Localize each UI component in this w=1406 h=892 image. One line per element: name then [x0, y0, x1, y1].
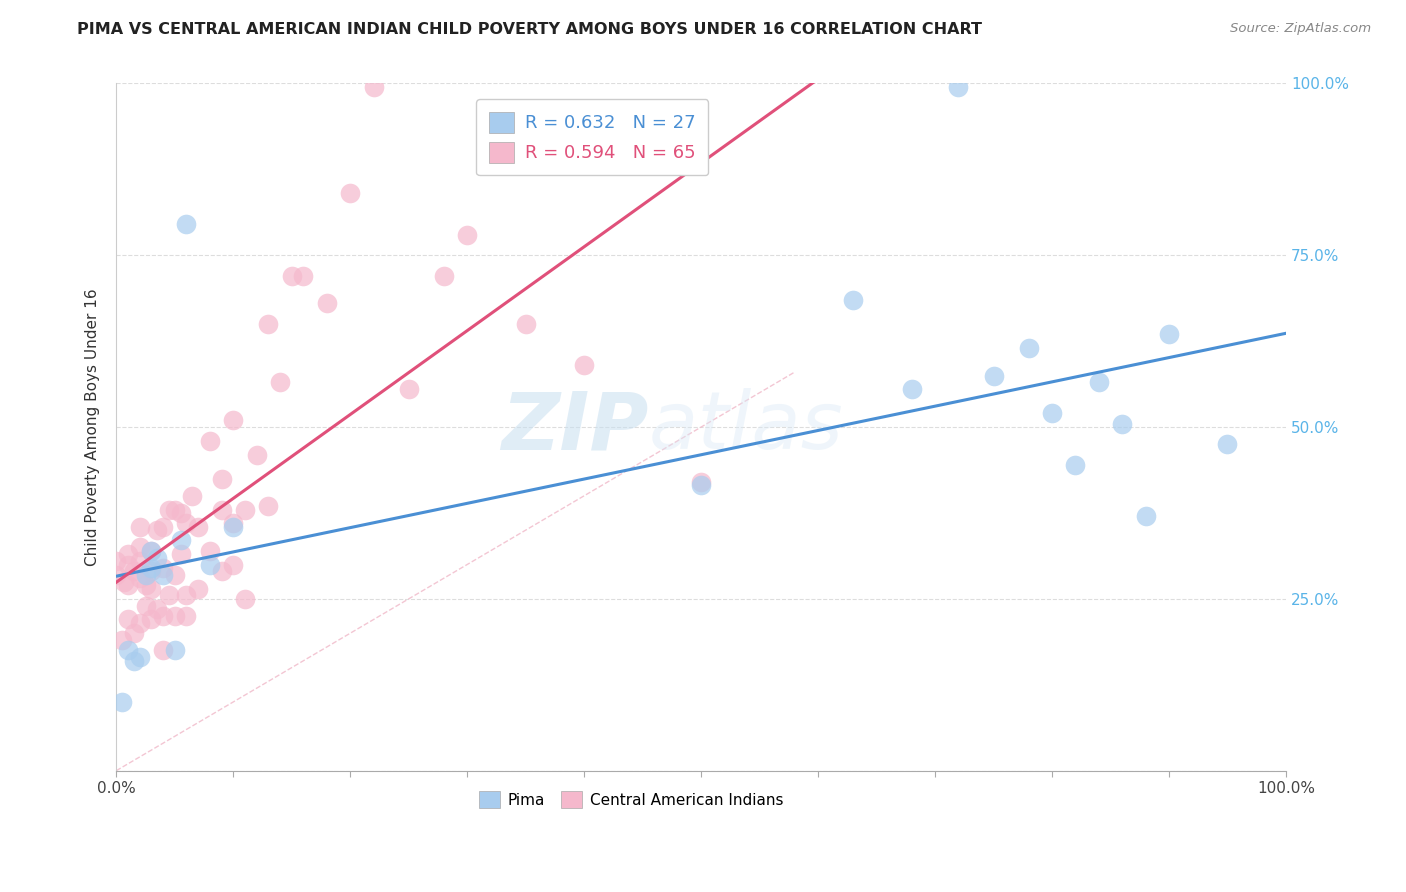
Point: [146, 550, 169, 565]
Point: [117, 547, 139, 561]
Point: [257, 317, 280, 331]
Point: [152, 643, 174, 657]
Point: [181, 489, 204, 503]
Point: [176, 609, 198, 624]
Point: [233, 502, 256, 516]
Point: [169, 533, 191, 548]
Point: [211, 502, 233, 516]
Point: [117, 578, 139, 592]
Point: [1157, 327, 1180, 342]
Point: [111, 633, 134, 648]
Point: [292, 268, 315, 283]
Point: [222, 558, 245, 572]
Legend: Pima, Central American Indians: Pima, Central American Indians: [472, 785, 789, 814]
Point: [157, 589, 180, 603]
Point: [169, 506, 191, 520]
Point: [433, 268, 456, 283]
Point: [117, 558, 139, 572]
Point: [198, 558, 221, 572]
Point: [105, 567, 128, 582]
Point: [233, 591, 256, 606]
Point: [222, 516, 245, 531]
Point: [187, 582, 209, 596]
Point: [198, 434, 221, 448]
Point: [141, 582, 163, 596]
Point: [690, 478, 713, 492]
Point: [169, 547, 191, 561]
Text: ZIP: ZIP: [501, 388, 648, 466]
Point: [134, 599, 156, 613]
Point: [398, 382, 420, 396]
Point: [134, 567, 156, 582]
Point: [363, 79, 385, 94]
Point: [1111, 417, 1133, 431]
Point: [146, 602, 169, 616]
Point: [128, 650, 150, 665]
Point: [257, 499, 280, 513]
Point: [339, 186, 361, 201]
Point: [1040, 406, 1063, 420]
Point: [141, 561, 163, 575]
Point: [152, 561, 174, 575]
Point: [128, 554, 150, 568]
Point: [163, 609, 186, 624]
Point: [456, 227, 478, 242]
Point: [842, 293, 865, 307]
Point: [152, 567, 174, 582]
Point: [176, 516, 198, 531]
Point: [900, 382, 922, 396]
Point: [269, 376, 291, 390]
Point: [117, 643, 139, 657]
Point: [105, 554, 128, 568]
Point: [983, 368, 1005, 383]
Point: [128, 541, 150, 555]
Point: [280, 268, 302, 283]
Point: [122, 626, 145, 640]
Point: [122, 565, 145, 579]
Point: [948, 79, 970, 94]
Point: [146, 523, 169, 537]
Point: [128, 615, 150, 630]
Point: [141, 612, 163, 626]
Point: [114, 574, 136, 589]
Point: [163, 502, 186, 516]
Point: [1088, 376, 1111, 390]
Point: [163, 643, 186, 657]
Point: [690, 475, 713, 489]
Point: [117, 612, 139, 626]
Point: [1135, 509, 1157, 524]
Point: [152, 609, 174, 624]
Text: atlas: atlas: [648, 388, 844, 466]
Point: [134, 578, 156, 592]
Point: [246, 448, 269, 462]
Point: [176, 589, 198, 603]
Point: [1064, 458, 1087, 472]
Point: [122, 654, 145, 668]
Point: [141, 565, 163, 579]
Y-axis label: Child Poverty Among Boys Under 16: Child Poverty Among Boys Under 16: [86, 288, 100, 566]
Point: [163, 567, 186, 582]
Point: [211, 472, 233, 486]
Point: [1018, 341, 1040, 355]
Text: Source: ZipAtlas.com: Source: ZipAtlas.com: [1230, 22, 1371, 36]
Point: [152, 519, 174, 533]
Point: [1216, 437, 1239, 451]
Point: [572, 358, 595, 372]
Point: [141, 543, 163, 558]
Point: [222, 413, 245, 427]
Point: [157, 502, 180, 516]
Point: [515, 317, 537, 331]
Point: [198, 543, 221, 558]
Point: [128, 571, 150, 585]
Text: PIMA VS CENTRAL AMERICAN INDIAN CHILD POVERTY AMONG BOYS UNDER 16 CORRELATION CH: PIMA VS CENTRAL AMERICAN INDIAN CHILD PO…: [77, 22, 983, 37]
Point: [176, 217, 198, 231]
Point: [141, 543, 163, 558]
Point: [111, 695, 134, 709]
Point: [315, 296, 337, 310]
Point: [222, 519, 245, 533]
Point: [128, 519, 150, 533]
Point: [187, 519, 209, 533]
Point: [211, 565, 233, 579]
